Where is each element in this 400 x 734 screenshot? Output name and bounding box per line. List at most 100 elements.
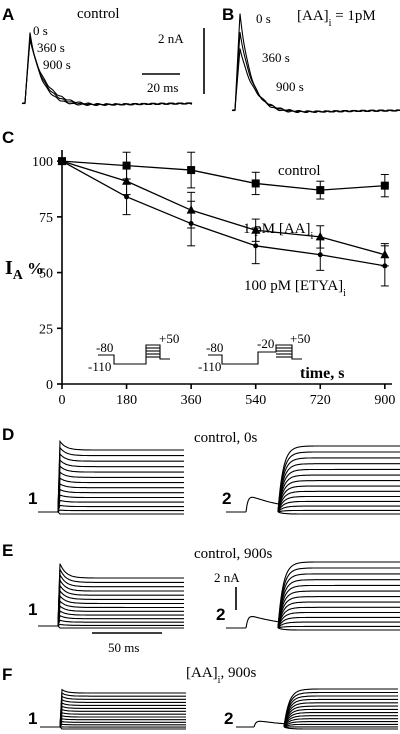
current-trace [57, 605, 184, 627]
series-line-0 [61, 160, 385, 191]
current-trace [57, 623, 184, 627]
panel-b-time-0: 0 s [256, 11, 271, 26]
data-point-square [380, 181, 389, 190]
current-trace [277, 505, 400, 513]
data-point-square [187, 166, 196, 175]
current-trace [283, 708, 398, 728]
panel-b-letter: B [222, 5, 234, 24]
panel-f-letter: F [2, 665, 12, 684]
current-trace [57, 599, 184, 627]
current-trace [57, 568, 184, 627]
data-point-circle [59, 158, 65, 164]
panel-f-traces [40, 688, 398, 730]
current-trace [283, 705, 398, 728]
protocol-1-pre: -110 [88, 359, 111, 374]
current-trace [277, 457, 400, 513]
e-current-scale-label: 2 nA [214, 570, 240, 585]
protocol-2-mid: -20 [257, 336, 274, 351]
panel-a-time-900: 900 s [43, 57, 71, 72]
protocol-1-top: +50 [159, 331, 179, 346]
y-tick-label: 50 [39, 267, 53, 282]
data-point-square [251, 179, 260, 188]
current-trace [57, 499, 184, 513]
current-trace [59, 721, 186, 728]
prepulse-trace [245, 496, 279, 513]
current-trace [283, 691, 398, 728]
y-tick-label: 100 [32, 155, 53, 170]
panel-b-time-360: 360 s [262, 50, 290, 65]
current-trace [59, 723, 186, 728]
current-trace [277, 445, 400, 513]
panel-a-letter: A [2, 5, 14, 24]
current-trace [283, 721, 398, 728]
current-trace [277, 596, 400, 629]
series-line-1 [61, 160, 385, 256]
current-trace [57, 494, 184, 513]
current-trace [57, 477, 184, 513]
panel-e-right-number: 2 [216, 605, 225, 624]
current-trace [283, 695, 398, 728]
current-trace [277, 611, 400, 629]
legend-control: control [278, 163, 321, 179]
current-trace [57, 625, 184, 629]
current-trace [283, 698, 398, 728]
protocol-1-hold: -80 [96, 340, 113, 355]
current-trace [57, 511, 184, 515]
ab-current-scale-label: 2 nA [158, 31, 184, 46]
x-tick-label: 360 [181, 393, 202, 408]
current-trace [57, 583, 184, 627]
current-trace [277, 490, 400, 513]
current-trace [57, 572, 184, 627]
current-trace [277, 579, 400, 629]
current-trace [277, 511, 400, 515]
current-trace [283, 715, 398, 728]
y-tick-label: 0 [46, 378, 53, 393]
current-trace [277, 561, 400, 629]
panel-d-left-number: 1 [28, 489, 37, 508]
data-point-square [316, 186, 325, 195]
series-line-2 [61, 160, 385, 267]
current-trace [277, 474, 400, 513]
panel-d-traces [38, 439, 400, 515]
current-trace [277, 567, 400, 629]
current-trace [59, 711, 186, 728]
panel-e-left-number: 1 [28, 600, 37, 619]
panel-b-traces [231, 13, 400, 114]
panel-f-right-number: 2 [224, 709, 233, 728]
current-trace [59, 695, 186, 728]
current-trace [277, 573, 400, 629]
current-trace [57, 589, 184, 627]
panel-b-time-900: 900 s [276, 79, 304, 94]
protocol-1: -80 -110 +50 [88, 331, 179, 374]
panel-e-title: control, 900s [194, 546, 272, 562]
panel-a-title: control [77, 6, 120, 22]
data-point-triangle [315, 231, 325, 241]
current-trace [57, 509, 184, 513]
current-trace [277, 468, 400, 513]
x-tick-label: 180 [116, 393, 137, 408]
panel-f-title: [AA]i, 900s [186, 665, 256, 686]
current-trace [277, 601, 400, 629]
legend-aa: 1 pM [AA]i [243, 221, 314, 242]
current-trace [283, 702, 398, 728]
y-tick-label: 75 [39, 211, 53, 226]
current-trace [59, 692, 186, 728]
panel-c-letter: C [2, 128, 14, 147]
current-trace [57, 471, 184, 513]
e-time-scale-label: 50 ms [108, 640, 139, 655]
current-trace [277, 480, 400, 513]
data-point-circle [124, 194, 130, 200]
current-trace [57, 452, 184, 513]
current-trace [277, 584, 400, 629]
x-tick-label: 540 [245, 393, 266, 408]
protocol-2-hold: -80 [206, 340, 223, 355]
current-trace [231, 32, 400, 113]
current-trace [277, 485, 400, 513]
panel-a-time-360: 360 s [37, 40, 65, 55]
current-trace [57, 504, 184, 513]
protocol-2: -80 -110 -20 +50 [198, 331, 310, 374]
panel-e-letter: E [2, 541, 13, 560]
current-trace [283, 712, 398, 728]
current-trace [59, 715, 186, 728]
